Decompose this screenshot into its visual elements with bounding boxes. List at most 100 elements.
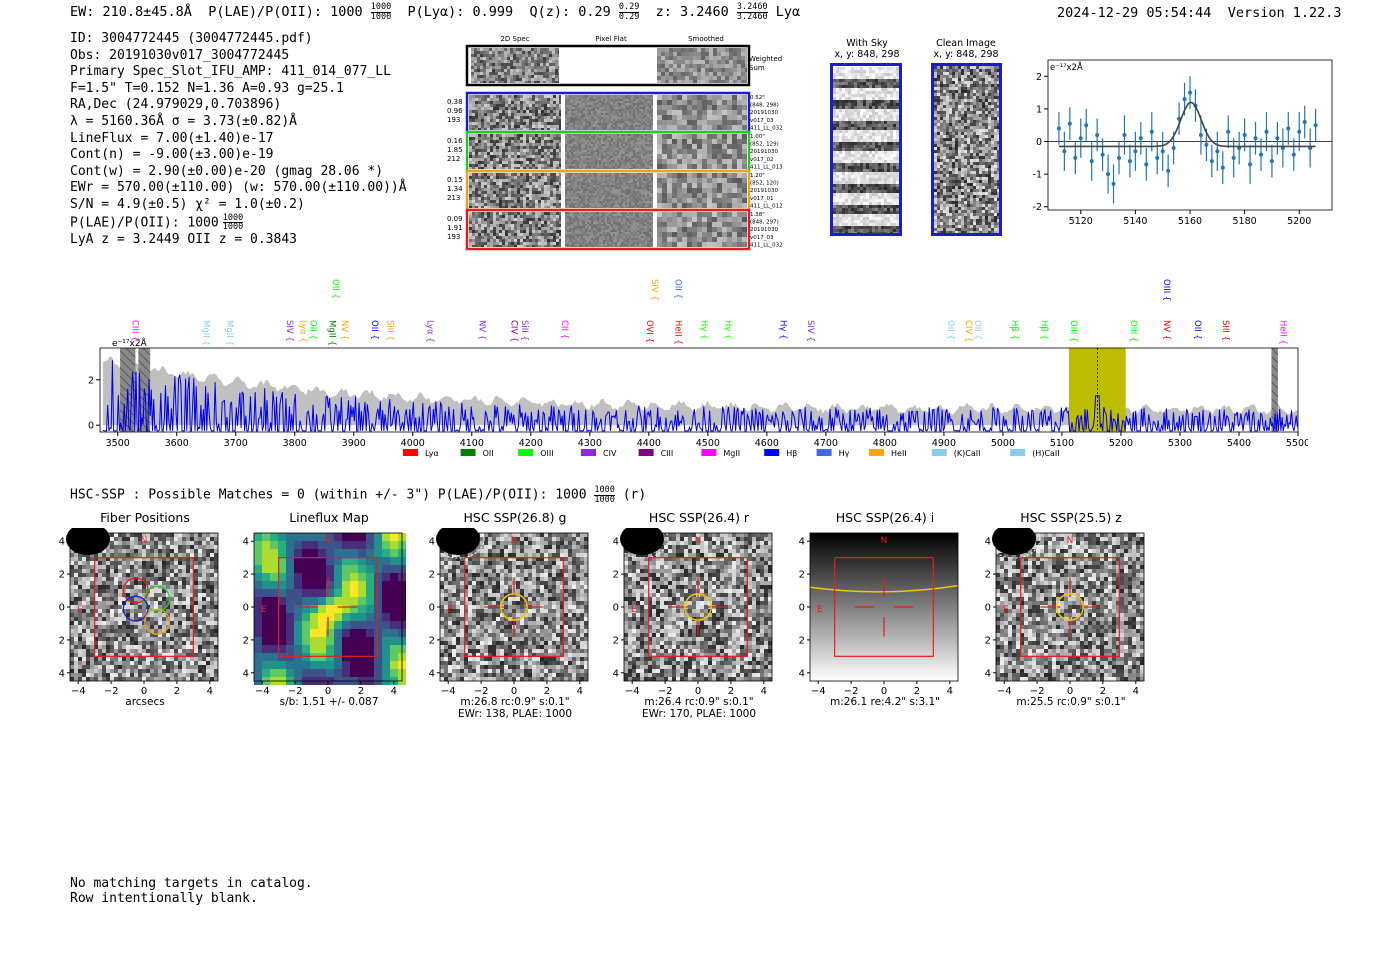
spectrum-y-label: e⁻¹⁷x2Å (112, 337, 148, 349)
fit-data-point (1302, 119, 1307, 124)
fit-data-point (1089, 159, 1094, 164)
panel-x-tick-label: −2 (844, 686, 859, 697)
aperture-circle (500, 593, 528, 621)
panel-y-tick-label: 4 (799, 537, 805, 548)
fiber-circle (144, 585, 171, 612)
cutout-row-stat: 0.96 (447, 107, 463, 115)
spectrum-x-tick-label: 5300 (1168, 438, 1192, 449)
ew-value: EW: 210.8±45.8Å (70, 4, 192, 20)
cutout-row-meta: 411_LL_013 (750, 164, 783, 170)
north-label: N (141, 536, 148, 546)
panel-y-tick-label: 2 (59, 570, 65, 581)
spectrum-line-label: NV { (1161, 320, 1171, 340)
east-label: E (817, 605, 823, 615)
spectrum-line-label: OII { (945, 320, 955, 340)
fit-data-point (1122, 133, 1127, 137)
fit-data-point (1275, 136, 1280, 141)
panel-y-tick-label: 0 (59, 603, 65, 614)
fit-data-point (1127, 159, 1132, 164)
fit-data-point (1188, 90, 1192, 95)
fit-data-point (1248, 162, 1253, 167)
cutout-row-meta: 1.20" (750, 173, 765, 179)
neighbor-outline (615, 528, 669, 559)
panel-x-tick-label: −2 (474, 686, 489, 697)
fit-x-tick-label: 5140 (1123, 216, 1147, 227)
cutout-row-meta: (852, 129) (750, 142, 779, 148)
plae-label: P(LAE)/P(OII): 1000 (208, 4, 363, 20)
panel-y-tick-label: 4 (985, 537, 991, 548)
imaging-panel-title: HSC SSP(26.4) i (835, 510, 935, 525)
timestamp-version: 2024-12-29 05:54:44 Version 1.22.3 (1057, 5, 1342, 21)
bright-neighbor (620, 528, 664, 555)
panel-x-tick-label: 4 (1133, 686, 1139, 697)
cutout-pixel-flat (565, 95, 653, 130)
imaging-noise (70, 533, 218, 681)
qz-label: Q(z): 0.29 (529, 4, 611, 20)
panel-y-tick-label: −4 (242, 668, 249, 679)
east-label: E (631, 605, 637, 615)
panel-x-tick-label: −2 (1030, 686, 1045, 697)
panel-x-tick-label: −4 (255, 686, 270, 697)
info-line: Obs: 20191030v017_3004772445 (70, 47, 290, 63)
panel-y-tick-label: 2 (429, 570, 435, 581)
spectrum-line-label: OVI { (644, 320, 654, 343)
legend-swatch (403, 449, 418, 456)
panel-x-tick-label: 4 (577, 686, 583, 697)
panel-x-tick-label: −2 (104, 686, 119, 697)
cutout-row-meta: 0.52" (750, 95, 765, 101)
cutout-row-stat: 0.09 (447, 215, 463, 223)
spectrum-x-tick-label: 3700 (224, 438, 248, 449)
panel-x-tick-label: 0 (1067, 686, 1073, 697)
spectrum-x-tick-label: 4400 (637, 438, 661, 449)
panel-x-tick-label: 2 (358, 686, 364, 697)
legend-swatch (518, 449, 534, 456)
imaging-panels: Fiber Positions N E −4 −4 −2 −2 0 0 2 2 4 4 arcsecs Li… (0, 510, 1400, 730)
panel-y-tick-label: 0 (243, 603, 249, 614)
legend-label: OIII (540, 449, 553, 458)
spectrum-x-tick-label: 4800 (873, 438, 897, 449)
catalog-note-line1: No matching targets in catalog. (70, 876, 313, 891)
fit-data-point (1313, 123, 1318, 128)
imaging-panel-caption: m:25.5 rc:0.9" s:0.1" (1016, 696, 1126, 708)
spectrum-line-label: Hγ { (698, 320, 708, 340)
fit-data-point (1220, 165, 1225, 170)
imaging-panel-title: Fiber Positions (100, 510, 190, 525)
panel-y-tick-label: −2 (612, 635, 619, 646)
legend-swatch (460, 449, 476, 456)
spectrum-line-label: Hγ { (723, 320, 733, 340)
info-line: Primary Spec_Slot_IFU_AMP: 411_014_077_L… (70, 64, 391, 80)
cutout-row-stat: 0.16 (447, 137, 463, 145)
cutout-row-meta: v017_03 (750, 118, 774, 124)
search-box (278, 557, 378, 657)
cutout-row-frame (465, 208, 751, 251)
panel-x-tick-label: −4 (811, 686, 826, 697)
panel-y-tick-label: −2 (984, 635, 991, 646)
spectrum-line-label: Lyα { (425, 320, 435, 343)
fit-x-tick-label: 5180 (1233, 216, 1257, 227)
fit-data-point (1166, 168, 1171, 173)
fit-y-label: e⁻¹⁷x2Å (1050, 61, 1083, 73)
imaging-panel: HSC SSP(26.8) g N E −4 −4 −2 −2 0 0 2 2 4 4 m:26.8 rc… (428, 510, 610, 720)
panel-x-tick-label: 0 (881, 686, 887, 697)
cutout-row-meta: 411_LL_012 (750, 203, 783, 209)
spectrum-line-label: NV { (339, 320, 349, 340)
panel-x-tick-label: −2 (658, 686, 673, 697)
spectrum-y-tick-label: 0 (88, 421, 94, 432)
weighted-sum-smoothed (657, 48, 747, 83)
fit-data-point (1226, 129, 1231, 134)
fit-data-point (1149, 129, 1154, 134)
cutout-row-stat: 0.38 (447, 98, 463, 106)
spectrum-x-tick-label: 5000 (991, 438, 1015, 449)
version: Version 1.22.3 (1227, 5, 1342, 21)
spectrum-line-label: Lyα { (298, 320, 308, 343)
fit-data-point (1231, 155, 1236, 160)
fit-y-tick-label: -2 (1033, 202, 1042, 213)
imaging-panel-caption: m:26.4 rc:0.9" s:0.1" EWr: 170, PLAE: 100… (641, 696, 757, 720)
panel-x-tick-label: 0 (325, 686, 331, 697)
east-label: E (1003, 605, 1009, 615)
legend-swatch (869, 449, 884, 456)
spectrum-x-tick-label: 4500 (696, 438, 720, 449)
bright-neighbor (66, 528, 110, 555)
fit-data-point (1084, 123, 1089, 128)
cutout-2d-spec (469, 134, 561, 169)
